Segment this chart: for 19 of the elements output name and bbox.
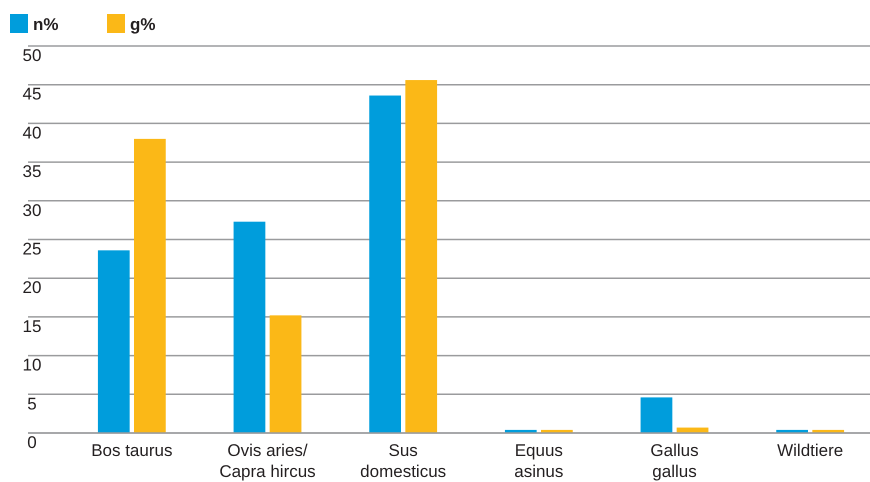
x-tick-label: Ovis aries/ Capra hircus (219, 441, 316, 481)
y-tick-label: 20 (22, 278, 42, 298)
y-tick-label: 35 (22, 162, 42, 182)
legend-label: n% (33, 15, 58, 34)
y-tick-label: 50 (22, 46, 42, 65)
y-tick-label: 0 (27, 433, 37, 452)
x-tick-label: Wildtiere (777, 441, 844, 460)
y-tick-label: 5 (27, 394, 37, 414)
y-tick-label: 15 (22, 316, 42, 336)
x-tick-label: Equus asinus (514, 441, 564, 481)
y-tick-label: 30 (22, 200, 42, 220)
y-tick-label: 40 (22, 123, 42, 142)
x-tick-label: Gallus gallus (650, 441, 699, 481)
y-tick-label: 45 (22, 84, 42, 104)
legend-label: g% (130, 15, 156, 34)
y-tick-label: 25 (22, 240, 42, 258)
x-tick-label: Sus domesticus (360, 441, 446, 481)
x-tick-label: Bos taurus (91, 441, 172, 460)
y-tick-label: 10 (22, 356, 42, 375)
